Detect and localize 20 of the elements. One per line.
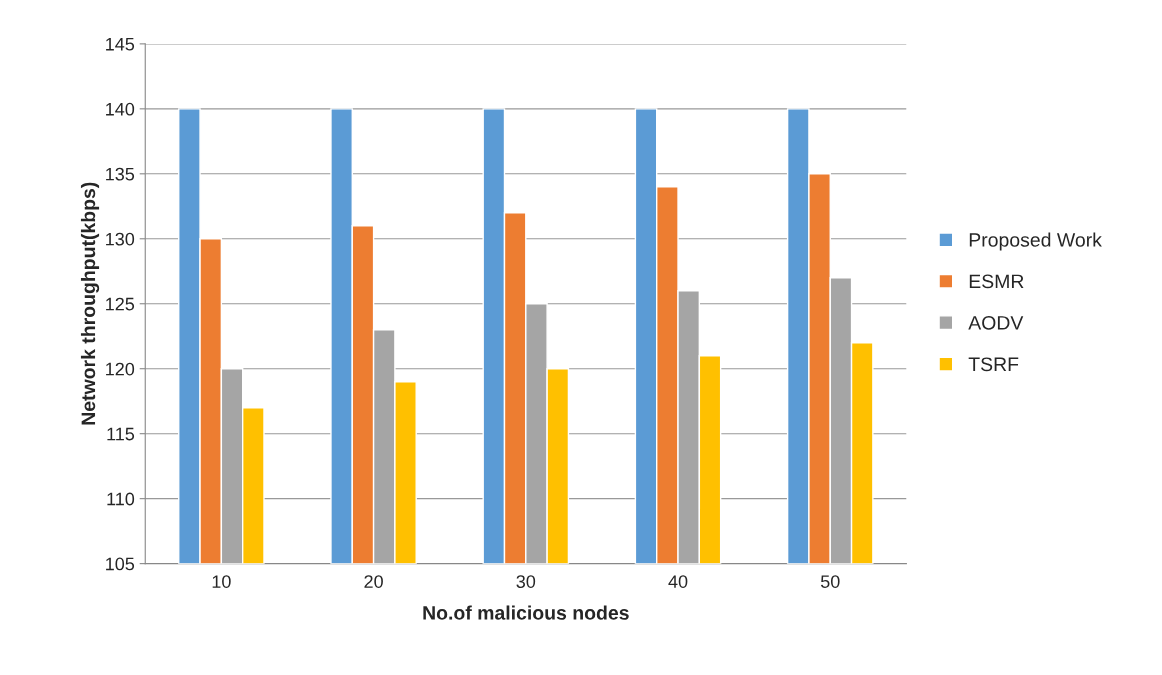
y-tick-label: 125 <box>106 297 135 311</box>
x-tick-label: 20 <box>364 575 383 588</box>
y-axis-title: Network throughput(kbps) <box>80 182 100 425</box>
y-tick-label: 130 <box>106 232 135 246</box>
x-axis-title: No.of malicious nodes <box>423 605 629 620</box>
x-tick-label: 50 <box>820 575 840 588</box>
legend-label: ESMR <box>969 274 1024 289</box>
y-tick-label: 115 <box>107 427 135 441</box>
legend-label: AODV <box>968 315 1024 330</box>
y-tick-label: 105 <box>106 557 135 571</box>
y-tick-label: 110 <box>107 492 135 506</box>
y-tick-label: 145 <box>106 38 135 51</box>
legend-label: TSRF <box>968 357 1019 372</box>
legend-label: Proposed Work <box>969 232 1102 251</box>
x-tick-label: 10 <box>212 575 231 588</box>
y-tick-label: 120 <box>106 362 135 376</box>
x-tick-label: 30 <box>516 575 536 588</box>
y-tick-label: 140 <box>106 102 135 116</box>
y-tick-label: 135 <box>106 167 135 181</box>
x-tick-label: 40 <box>668 575 688 588</box>
